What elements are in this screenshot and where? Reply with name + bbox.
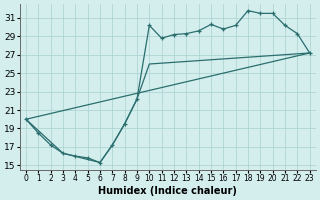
X-axis label: Humidex (Indice chaleur): Humidex (Indice chaleur): [98, 186, 237, 196]
